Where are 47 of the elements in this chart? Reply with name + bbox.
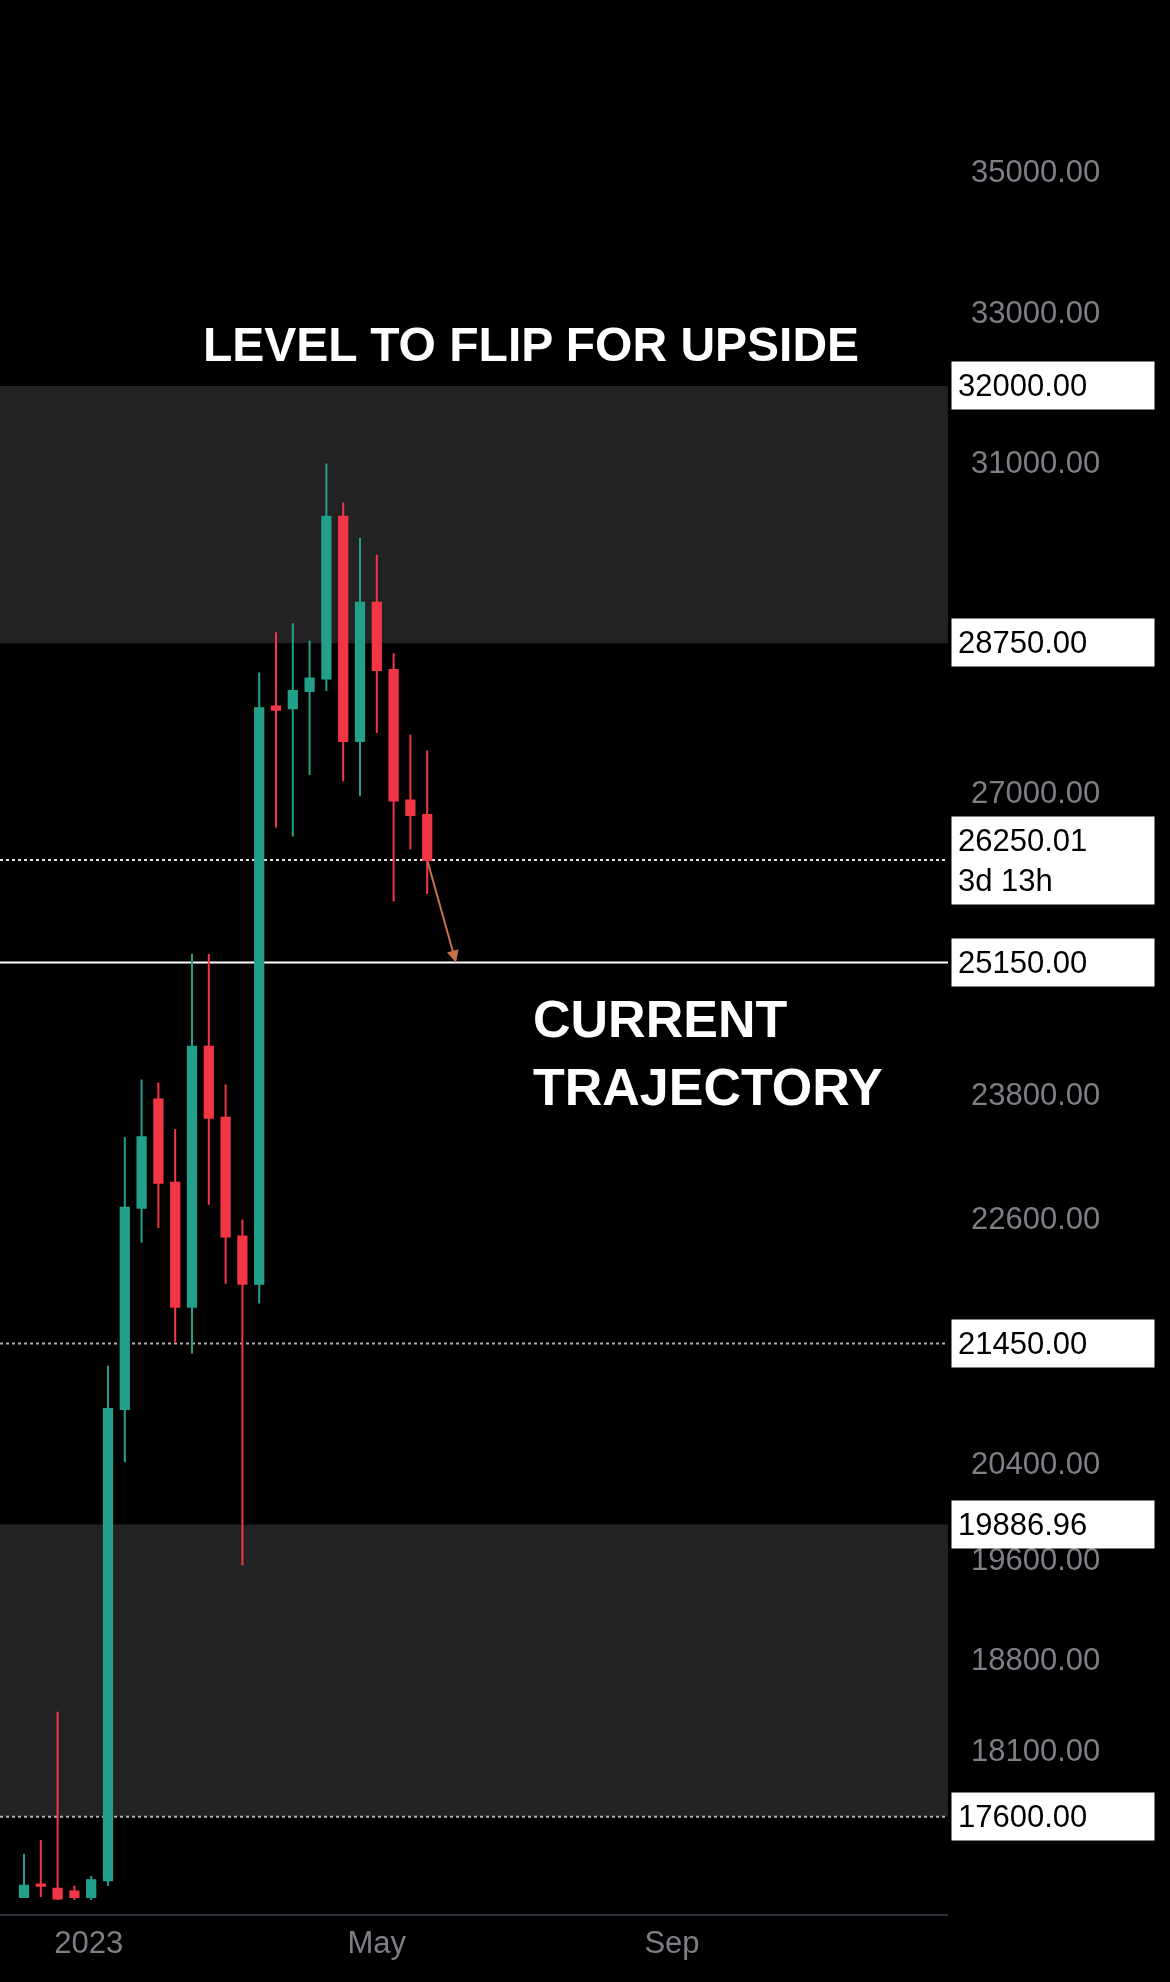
candlestick bbox=[186, 952, 198, 1355]
x-tick-label: 2023 bbox=[54, 1925, 124, 1961]
candlestick bbox=[371, 553, 382, 735]
y-tick-label: 22600.00 bbox=[971, 1201, 1101, 1237]
y-tick-label: 18800.00 bbox=[971, 1641, 1101, 1677]
candlestick bbox=[170, 1128, 181, 1344]
candlestick bbox=[338, 501, 349, 783]
candlestick bbox=[119, 1136, 130, 1464]
candlestick bbox=[86, 1875, 97, 1901]
y-tick-label: 27000.00 bbox=[971, 775, 1101, 811]
annotation: LEVEL TO FLIP FOR UPSIDE bbox=[203, 318, 860, 371]
x-tick-label: Sep bbox=[644, 1925, 700, 1961]
candlestick bbox=[102, 1364, 114, 1887]
candlestick bbox=[203, 952, 214, 1206]
y-tick-label: 19600.00 bbox=[971, 1542, 1101, 1578]
band-label: 19886.96 bbox=[958, 1507, 1088, 1542]
y-tick-label: 33000.00 bbox=[971, 295, 1101, 331]
band-label: 32000.00 bbox=[958, 368, 1088, 403]
candlestick bbox=[136, 1078, 147, 1244]
y-tick-label: 35000.00 bbox=[971, 154, 1101, 190]
candlestick bbox=[52, 1710, 63, 1901]
candlestick bbox=[220, 1083, 231, 1285]
candlestick bbox=[287, 622, 298, 838]
candlestick bbox=[304, 639, 315, 776]
candlestick bbox=[254, 671, 265, 1305]
candlestick bbox=[35, 1839, 46, 1899]
candlestick bbox=[153, 1081, 164, 1229]
ref-line-label: 28750.00 bbox=[958, 625, 1088, 660]
candlestick bbox=[18, 1852, 30, 1899]
y-tick-label: 18100.00 bbox=[971, 1732, 1101, 1768]
y-tick-label: 20400.00 bbox=[971, 1446, 1101, 1482]
y-tick-label: 23800.00 bbox=[971, 1077, 1101, 1113]
x-tick-label: May bbox=[347, 1925, 407, 1961]
candlestick bbox=[388, 652, 399, 903]
ref-line-label: 26250.01 3d 13h bbox=[958, 823, 1088, 899]
candlestick bbox=[354, 537, 366, 798]
ref-line-label: 17600.00 bbox=[958, 1799, 1088, 1834]
candlestick bbox=[422, 749, 433, 896]
candlestick bbox=[321, 462, 332, 693]
annotation: CURRENT TRAJECTORY bbox=[533, 990, 883, 1116]
y-tick-label: 31000.00 bbox=[971, 444, 1101, 480]
candlestick bbox=[69, 1884, 80, 1901]
ref-line-label: 25150.00 bbox=[958, 945, 1088, 980]
ref-line-label: 21450.00 bbox=[958, 1326, 1088, 1361]
candlestick bbox=[237, 1218, 248, 1567]
candlestick bbox=[405, 733, 416, 851]
candlestick bbox=[270, 631, 282, 829]
